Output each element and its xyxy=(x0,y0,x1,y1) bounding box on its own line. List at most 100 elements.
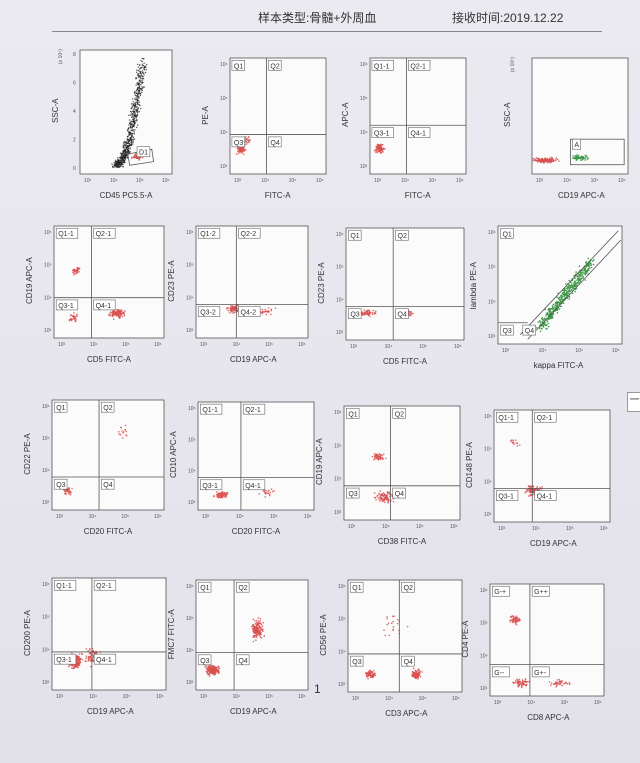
plot-frame xyxy=(53,225,165,339)
event-dot xyxy=(577,154,580,157)
event-dot xyxy=(387,501,390,504)
event-dot xyxy=(120,310,123,313)
event-dot xyxy=(136,120,138,122)
event-dot xyxy=(413,673,416,676)
event-dot xyxy=(70,319,73,322)
gate-label: Q3 xyxy=(200,658,209,665)
event-dot xyxy=(539,323,542,325)
event-dot xyxy=(512,620,514,623)
event-dot xyxy=(258,626,261,629)
y-axis-label: CD19 APC-A xyxy=(25,257,34,304)
gate-label: Q4-1 xyxy=(245,483,261,490)
event-dot xyxy=(371,311,374,314)
y-tick-label: 10³ xyxy=(42,500,50,506)
event-dot xyxy=(92,656,95,659)
event-dot xyxy=(125,430,128,433)
y-tick-label: 0 xyxy=(73,166,76,172)
gate-label: G-+ xyxy=(494,589,506,596)
y-tick-label: 10⁶ xyxy=(220,62,228,68)
x-tick-label: 10⁶ xyxy=(154,514,162,520)
event-dot xyxy=(231,308,234,311)
event-dot xyxy=(267,307,270,309)
y-tick-label: 10³ xyxy=(220,164,228,170)
x-tick-label: 10⁶ xyxy=(154,342,162,348)
event-dot xyxy=(366,672,368,674)
event-dot xyxy=(264,496,267,498)
event-dot xyxy=(383,495,385,497)
event-dot xyxy=(221,494,224,497)
event-dot xyxy=(560,305,563,308)
event-dot xyxy=(578,265,581,268)
event-dot xyxy=(64,492,67,495)
event-dot xyxy=(139,92,141,95)
gate-label: Q1-1 xyxy=(58,231,74,238)
event-dot xyxy=(78,663,81,665)
event-dot xyxy=(78,661,80,663)
event-dot xyxy=(123,141,125,144)
event-dot xyxy=(120,155,122,158)
x-axis-label: CD19 APC-A xyxy=(230,355,277,364)
gate-label-box xyxy=(93,299,116,311)
y-tick-label: 10³ xyxy=(186,328,194,334)
event-dot xyxy=(78,653,81,655)
x-tick-label: 10⁵ xyxy=(419,344,427,350)
event-dot xyxy=(379,500,382,502)
event-dot xyxy=(258,633,260,636)
gate-label-box xyxy=(392,487,406,499)
x-tick-label: 10⁵ xyxy=(575,348,583,354)
event-dot xyxy=(214,665,217,668)
gate-label: Q3 xyxy=(350,312,359,319)
event-dot xyxy=(406,625,409,628)
y-tick-label: 10⁴ xyxy=(220,130,228,136)
event-dot xyxy=(89,656,91,658)
event-dot xyxy=(377,459,380,461)
event-dot xyxy=(142,78,145,80)
x-axis-label: CD38 FITC-A xyxy=(378,537,427,546)
event-dot xyxy=(119,310,122,313)
y-tick-label: 10⁴ xyxy=(336,297,344,303)
event-dot xyxy=(366,310,369,313)
event-dot xyxy=(126,130,129,132)
event-dot xyxy=(210,670,213,673)
event-dot xyxy=(530,491,533,493)
event-dot xyxy=(133,108,135,111)
event-dot xyxy=(542,162,545,164)
event-dot xyxy=(121,156,123,159)
plot-frame xyxy=(345,227,465,341)
event-dot xyxy=(556,296,558,299)
event-dot xyxy=(251,625,253,628)
event-dot xyxy=(233,309,235,311)
event-dot xyxy=(238,147,241,149)
event-dot xyxy=(537,157,539,160)
event-dot xyxy=(582,157,585,160)
event-dot xyxy=(381,494,383,497)
event-dot xyxy=(582,271,584,273)
event-dot xyxy=(255,631,258,634)
event-dot xyxy=(214,671,217,673)
event-dot xyxy=(254,630,257,632)
event-dot xyxy=(253,627,256,630)
event-dot xyxy=(565,289,567,292)
y-tick-label: 10⁵ xyxy=(188,437,196,443)
event-dot xyxy=(245,148,247,151)
event-dot xyxy=(137,101,139,104)
y-tick-label: 10⁴ xyxy=(186,295,194,301)
event-dot xyxy=(257,627,260,630)
event-dot xyxy=(130,127,132,129)
event-dot xyxy=(381,456,383,459)
event-dot xyxy=(388,498,390,500)
x-tick-label: 10⁵ xyxy=(122,342,130,348)
event-dot xyxy=(216,670,219,672)
event-dot xyxy=(376,495,378,497)
event-dot xyxy=(142,157,144,159)
event-dot xyxy=(518,684,521,687)
y-axis-label: CD148 PE-A xyxy=(465,442,474,488)
event-dot xyxy=(216,493,218,496)
event-dot xyxy=(116,164,119,167)
event-dot xyxy=(134,94,136,96)
event-dot xyxy=(539,330,542,333)
event-dot xyxy=(119,160,122,162)
event-dot xyxy=(368,313,371,316)
event-dot xyxy=(72,271,75,274)
event-dot xyxy=(552,306,554,308)
